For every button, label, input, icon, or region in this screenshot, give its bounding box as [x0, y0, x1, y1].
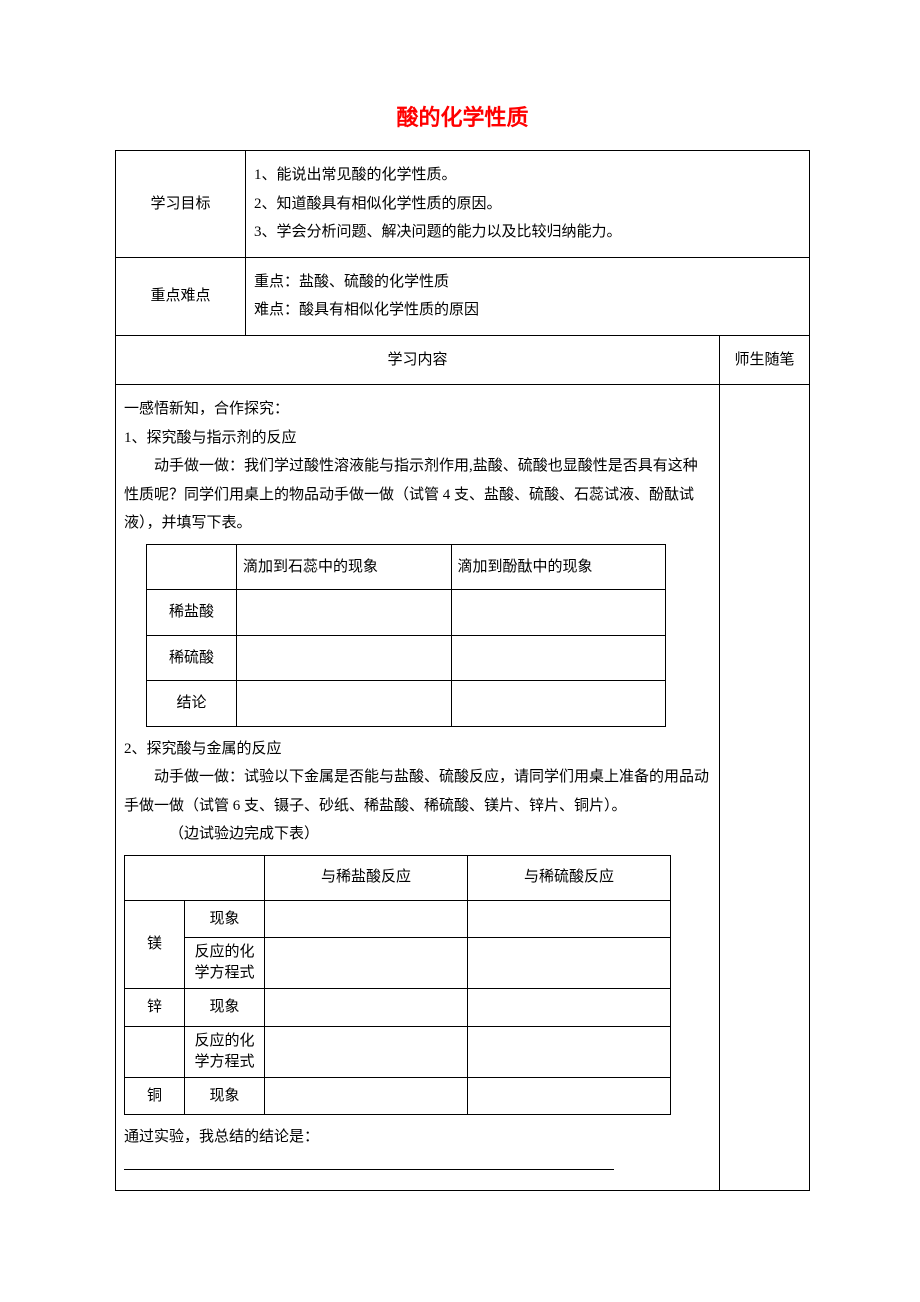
t2-blank [125, 855, 265, 900]
table-row: 反应的化学方程式 [125, 1026, 671, 1077]
table-row: 稀硫酸 [147, 635, 666, 681]
objective-3: 3、学会分析问题、解决问题的能力以及比较归纳能力。 [254, 218, 801, 247]
item1-para: 动手做一做：我们学过酸性溶液能与指示剂作用,盐酸、硫酸也显酸性是否具有这种性质呢… [124, 452, 711, 538]
item2-note: （边试验边完成下表） [124, 820, 711, 849]
t1-col1: 滴加到石蕊中的现象 [237, 544, 452, 590]
t1-cell [237, 681, 452, 727]
main-content: 一感悟新知，合作探究： 1、探究酸与指示剂的反应 动手做一做：我们学过酸性溶液能… [116, 385, 720, 1191]
t2-cell [265, 900, 468, 938]
objectives-content: 1、能说出常见酸的化学性质。 2、知道酸具有相似化学性质的原因。 3、学会分析问… [246, 151, 810, 258]
objectives-label: 学习目标 [116, 151, 246, 258]
objective-2: 2、知道酸具有相似化学性质的原因。 [254, 190, 801, 219]
conclusion-label: 通过实验，我总结的结论是： [124, 1123, 711, 1152]
t2-colA: 与稀盐酸反应 [265, 855, 468, 900]
document-title: 酸的化学性质 [115, 100, 810, 132]
t2-cell [468, 989, 671, 1027]
table-row: 滴加到石蕊中的现象 滴加到酚酞中的现象 [147, 544, 666, 590]
table-row: 锌 现象 [125, 989, 671, 1027]
t2-cell [265, 1026, 468, 1077]
t2-cell [468, 1077, 671, 1115]
t1-cell [237, 635, 452, 681]
t2-cell [265, 989, 468, 1027]
row-objectives: 学习目标 1、能说出常见酸的化学性质。 2、知道酸具有相似化学性质的原因。 3、… [116, 151, 810, 258]
objective-1: 1、能说出常见酸的化学性质。 [254, 161, 801, 190]
keypoint-1: 重点：盐酸、硫酸的化学性质 [254, 268, 801, 297]
row-keypoints: 重点难点 重点：盐酸、硫酸的化学性质 难点：酸具有相似化学性质的原因 [116, 257, 810, 335]
item1-title: 1、探究酸与指示剂的反应 [124, 424, 711, 453]
notes-column [719, 385, 809, 1191]
table-indicator: 滴加到石蕊中的现象 滴加到酚酞中的现象 稀盐酸 稀硫酸 [146, 544, 666, 727]
t2-cell [265, 1077, 468, 1115]
t2-cu: 铜 [125, 1077, 185, 1115]
page: 酸的化学性质 学习目标 1、能说出常见酸的化学性质。 2、知道酸具有相似化学性质… [0, 0, 920, 1251]
t2-mg: 镁 [125, 900, 185, 989]
t2-phenomenon: 现象 [185, 1077, 265, 1115]
t1-cell [451, 635, 666, 681]
t2-cell [468, 938, 671, 989]
keypoint-2: 难点：酸具有相似化学性质的原因 [254, 296, 801, 325]
t1-blank [147, 544, 237, 590]
blank-underline [124, 1154, 614, 1170]
main-table: 学习目标 1、能说出常见酸的化学性质。 2、知道酸具有相似化学性质的原因。 3、… [115, 150, 810, 1191]
t1-cell [451, 590, 666, 636]
conclusion-blank-line [124, 1152, 711, 1181]
t2-cell [265, 938, 468, 989]
t1-col2: 滴加到酚酞中的现象 [451, 544, 666, 590]
content-label: 学习内容 [116, 335, 720, 385]
section-a-title: 一感悟新知，合作探究： [124, 395, 711, 424]
t2-colB: 与稀硫酸反应 [468, 855, 671, 900]
table-row: 稀盐酸 [147, 590, 666, 636]
item2-para: 动手做一做：试验以下金属是否能与盐酸、硫酸反应，请同学们用桌上准备的用品动手做一… [124, 763, 711, 820]
t2-blank [125, 1026, 185, 1077]
t2-phenomenon: 现象 [185, 900, 265, 938]
t2-equation: 反应的化学方程式 [185, 938, 265, 989]
table-row: 铜 现象 [125, 1077, 671, 1115]
table-row: 反应的化学方程式 [125, 938, 671, 989]
t1-r2: 稀硫酸 [147, 635, 237, 681]
t2-equation: 反应的化学方程式 [185, 1026, 265, 1077]
table-row: 与稀盐酸反应 与稀硫酸反应 [125, 855, 671, 900]
keypoints-content: 重点：盐酸、硫酸的化学性质 难点：酸具有相似化学性质的原因 [246, 257, 810, 335]
t1-cell [451, 681, 666, 727]
table-row: 镁 现象 [125, 900, 671, 938]
t1-cell [237, 590, 452, 636]
item2-title: 2、探究酸与金属的反应 [124, 735, 711, 764]
t2-zn: 锌 [125, 989, 185, 1027]
row-main: 一感悟新知，合作探究： 1、探究酸与指示剂的反应 动手做一做：我们学过酸性溶液能… [116, 385, 810, 1191]
table-row: 结论 [147, 681, 666, 727]
notes-label: 师生随笔 [719, 335, 809, 385]
table-metal: 与稀盐酸反应 与稀硫酸反应 镁 现象 反应的化学方程式 [124, 855, 671, 1116]
t2-cell [468, 1026, 671, 1077]
t2-cell [468, 900, 671, 938]
row-content-header: 学习内容 师生随笔 [116, 335, 810, 385]
keypoints-label: 重点难点 [116, 257, 246, 335]
t1-r3: 结论 [147, 681, 237, 727]
t1-r1: 稀盐酸 [147, 590, 237, 636]
t2-phenomenon: 现象 [185, 989, 265, 1027]
